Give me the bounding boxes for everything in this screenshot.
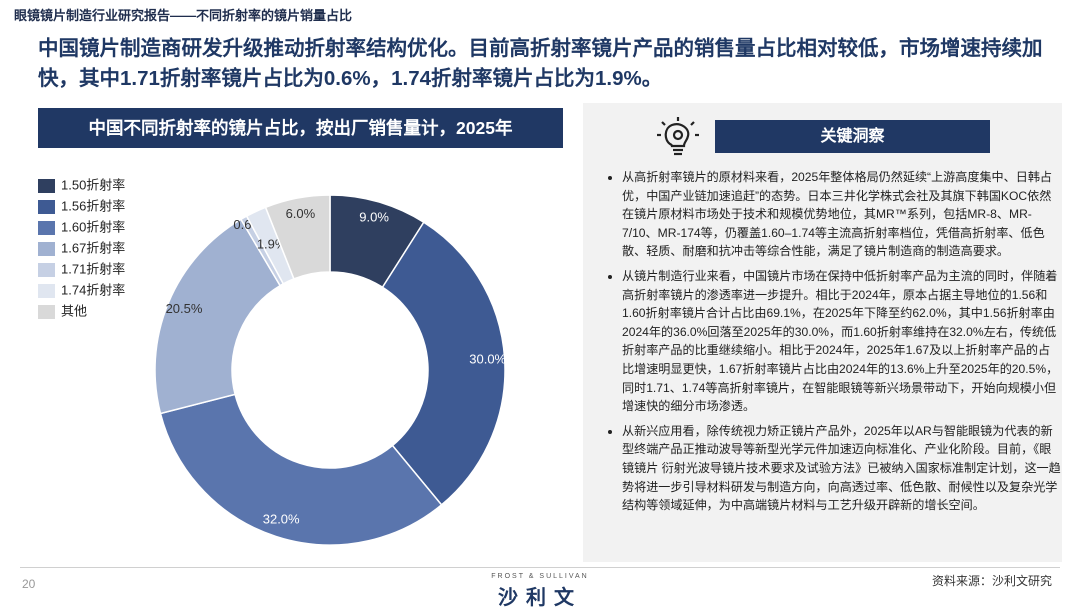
- legend-swatch: [38, 221, 55, 235]
- legend-label: 1.74折射率: [61, 282, 125, 297]
- insight-bullet: 从镜片制造行业来看，中国镜片市场在保持中低折射率产品为主流的同时，伴随着高折射率…: [622, 267, 1062, 416]
- data-label: 20.5%: [166, 301, 203, 316]
- header-title: 眼镜镜片制造行业研究报告——不同折射率的镜片销量占比: [14, 8, 353, 23]
- insight-title: 关键洞察: [715, 120, 990, 153]
- legend-swatch: [38, 305, 55, 319]
- legend-label: 1.60折射率: [61, 219, 125, 234]
- data-label: 6.0%: [286, 206, 316, 221]
- logo-top: FROST & SULLIVAN: [491, 573, 589, 580]
- data-label: 9.0%: [359, 210, 389, 225]
- donut-slice: [159, 393, 443, 546]
- donut-slice: [264, 194, 331, 280]
- insight-bullet: 从高折射率镜片的原材料来看，2025年整体格局仍然延续“上游高度集中、日韩占优，…: [622, 168, 1062, 261]
- data-label: 30.0%: [469, 352, 506, 367]
- data-label: 32.0%: [263, 512, 300, 527]
- chart: 9.0%30.0%32.0%20.5%0.6%1.9%6.0%1.50折射率1.…: [38, 177, 507, 546]
- page-number: 20: [22, 577, 36, 591]
- legend-label: 1.71折射率: [61, 261, 125, 276]
- footer-rule: [20, 567, 1060, 568]
- donut-slice: [154, 218, 282, 415]
- legend-label: 1.56折射率: [61, 198, 125, 213]
- insight-list: 从高折射率镜片的原材料来看，2025年整体格局仍然延续“上游高度集中、日韩占优，…: [604, 168, 1062, 521]
- legend-swatch: [38, 284, 55, 298]
- legend-swatch: [38, 263, 55, 277]
- legend-swatch: [38, 242, 55, 256]
- legend-label: 1.50折射率: [61, 177, 125, 192]
- insight-bullet: 从新兴应用看，除传统视力矫正镜片产品外，2025年以AR与智能眼镜为代表的新型终…: [622, 422, 1062, 515]
- insight-panel: [583, 103, 1062, 562]
- chart-title: 中国不同折射率的镜片占比，按出厂销售量计，2025年: [38, 108, 563, 148]
- donut-slice: [381, 221, 506, 506]
- legend-label: 1.67折射率: [61, 240, 125, 255]
- logo: 沙利文: [498, 587, 582, 609]
- legend-swatch: [38, 200, 55, 214]
- headline: 中国镜片制造商研发升级推动折射率结构优化。目前高折射率镜片产品的销售量占比相对较…: [38, 37, 1043, 90]
- legend-label: 其他: [61, 303, 87, 318]
- bulb-icon: [657, 117, 699, 156]
- legend-swatch: [38, 179, 55, 193]
- source: 资料来源：沙利文研究: [931, 574, 1052, 588]
